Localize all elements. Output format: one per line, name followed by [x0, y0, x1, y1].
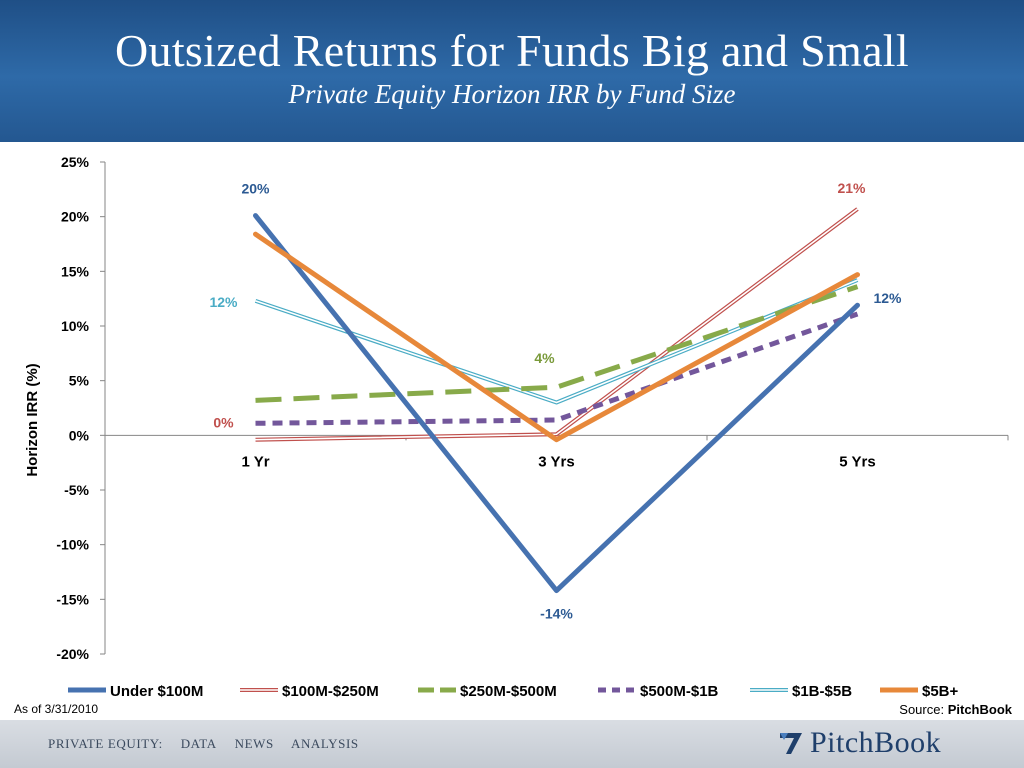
y-tick-label: -20% — [56, 646, 89, 662]
y-tick-label: 15% — [61, 263, 90, 279]
data-label: 4% — [534, 350, 555, 366]
y-tick-label: 25% — [61, 154, 90, 170]
footer-nav: PRIVATE EQUITY: DATA NEWS ANALYSIS — [48, 736, 373, 752]
x-tick-label: 3 Yrs — [538, 453, 574, 470]
series-path-2 — [255, 284, 859, 403]
legend-item-5: $5B+ — [880, 683, 959, 700]
as-of-date: As of 3/31/2010 — [14, 702, 99, 716]
pitchbook-wordmark: PitchBook — [810, 726, 942, 759]
y-tick-label: 5% — [69, 373, 90, 389]
footer-nav-data[interactable]: DATA — [180, 736, 217, 751]
legend-item-2: $250M-$500M — [418, 683, 557, 700]
chart-panel: 25% 20% 15% 10% 5% 0% -5% -10% -15% -20% 1 Yr 3 Yrs… — [0, 142, 1024, 720]
data-label: 20% — [241, 181, 270, 197]
legend-item-0: Under $100M — [68, 683, 203, 700]
footer-nav-label: PRIVATE EQUITY: — [48, 736, 163, 751]
data-label: 12% — [873, 290, 902, 306]
legend-item-3: $500M-$1B — [598, 683, 719, 700]
series-line-3 — [255, 311, 859, 426]
footer-nav-analysis[interactable]: ANALYSIS — [290, 736, 359, 751]
data-label: 21% — [837, 180, 866, 196]
y-tick-label: 0% — [69, 427, 90, 443]
series-line-0 — [253, 213, 860, 594]
legend-label: $250M-$500M — [460, 683, 557, 700]
y-tick-label: 20% — [61, 209, 90, 225]
data-label: -14% — [540, 606, 573, 622]
series-path-5 — [253, 231, 860, 443]
series-line-1 — [255, 207, 859, 442]
series-line-5 — [253, 231, 860, 443]
legend-label: $500M-$1B — [640, 683, 719, 700]
series-line-2 — [255, 284, 859, 403]
slide-subtitle: Private Equity Horizon IRR by Fund Size — [288, 79, 736, 109]
source-note: Source: PitchBook — [899, 702, 1012, 717]
irr-line-chart: 25% 20% 15% 10% 5% 0% -5% -10% -15% -20% 1 Yr 3 Yrs… — [24, 154, 1009, 700]
series-path-3 — [255, 311, 859, 426]
footer-nav-news[interactable]: NEWS — [234, 736, 274, 751]
footer-bar — [0, 720, 1024, 768]
source-prefix: Source: — [899, 702, 948, 717]
x-tick-label: 5 Yrs — [839, 453, 875, 470]
data-label: 0% — [213, 415, 234, 431]
y-tick-label: -5% — [64, 482, 89, 498]
legend-item-1: $100M-$250M — [240, 683, 379, 700]
slide-header: Outsized Returns for Funds Big and Small… — [0, 0, 1024, 142]
legend-item-4: $1B-$5B — [750, 683, 852, 700]
legend-label: $5B+ — [922, 683, 959, 700]
legend-label: $1B-$5B — [792, 683, 852, 700]
y-tick-label: 10% — [61, 318, 90, 334]
legend-label: $100M-$250M — [282, 683, 379, 700]
source-name: PitchBook — [947, 702, 1012, 717]
y-tick-label: -10% — [56, 537, 89, 553]
x-tick-label: 1 Yr — [241, 453, 269, 470]
pitchbook-logo: PitchBook — [778, 726, 941, 760]
data-label: 12% — [209, 294, 238, 310]
y-tick-label: -15% — [56, 591, 89, 607]
pitchbook-mark-icon — [780, 733, 802, 754]
legend-label: Under $100M — [110, 683, 203, 700]
slide-title: Outsized Returns for Funds Big and Small — [115, 25, 909, 76]
y-axis-title: Horizon IRR (%) — [24, 363, 41, 476]
